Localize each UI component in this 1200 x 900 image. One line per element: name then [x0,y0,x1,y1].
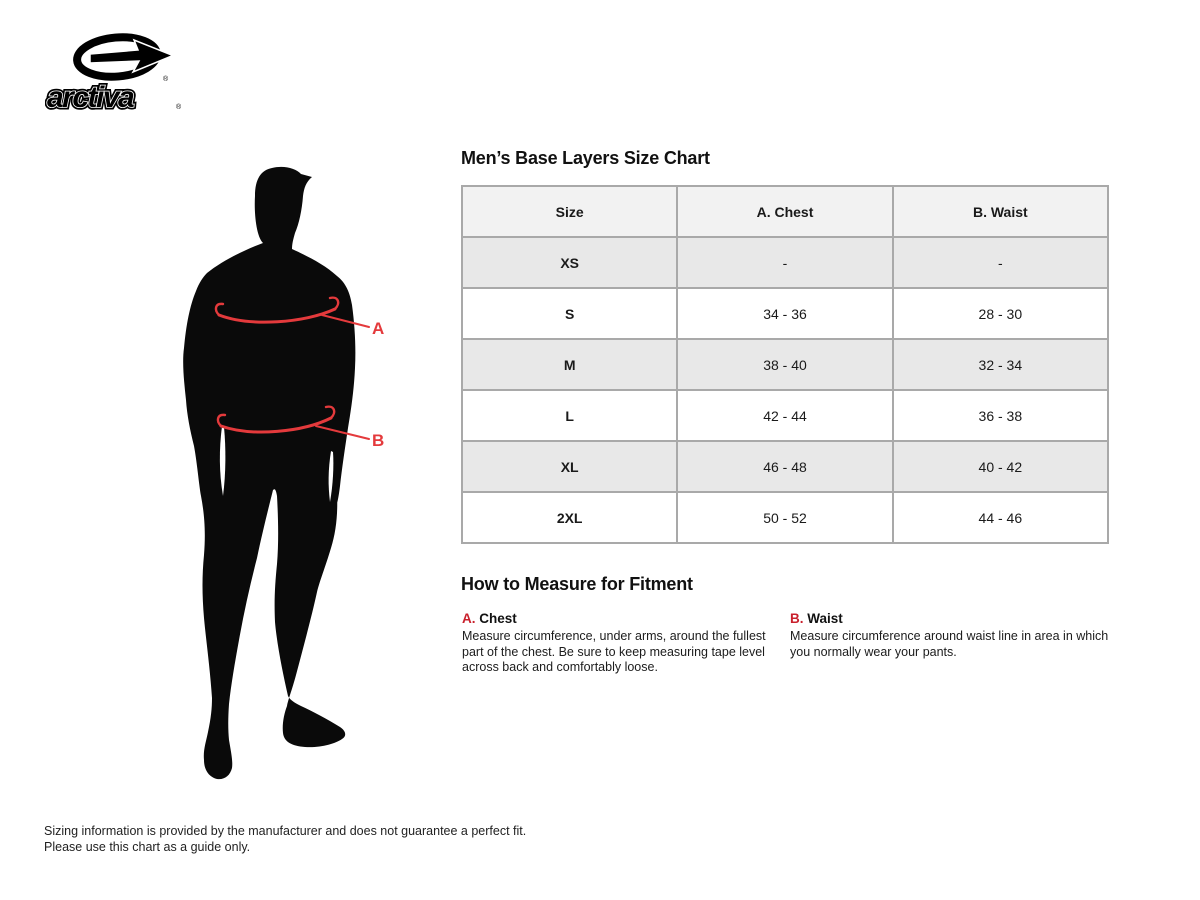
howto-section-title: How to Measure for Fitment [461,574,693,594]
disclaimer: Sizing information is provided by the ma… [44,823,526,855]
disclaimer-line-1: Sizing information is provided by the ma… [44,824,527,838]
measurement-figure: A B [140,150,460,810]
size-cell: XL [460,440,679,493]
chest-cell: 50 - 52 [676,491,894,544]
table-header-row: Size A. Chest B. Waist [460,185,1110,238]
waist-cell: 44 - 46 [891,491,1110,544]
waist-measure-arc [216,405,370,440]
howto-item-heading: B. Waist [790,611,1110,626]
howto-name: Chest [479,611,517,626]
table-row: M 38 - 40 32 - 34 [460,338,1110,391]
howto-description: Measure circumference, under arms, aroun… [462,629,766,674]
registered-mark: ® [176,103,182,111]
table-row: 2XL 50 - 52 44 - 46 [460,491,1110,544]
column-header-size: Size [460,185,679,238]
figure-label-b: B [372,431,384,450]
waist-cell: - [891,236,1110,289]
howto-description: Measure circumference around waist line … [790,629,1109,659]
brand-wordmark-outline: arctiva [47,81,134,114]
size-cell: M [460,338,679,391]
howto-letter: B. [790,611,804,626]
male-silhouette-icon: A B [183,166,384,780]
size-cell: 2XL [460,491,679,544]
disclaimer-line-2: Please use this chart as a guide only. [44,840,251,854]
column-header-chest: A. Chest [676,185,894,238]
table-row: XS - - [460,236,1110,289]
figure-label-a: A [372,319,384,338]
chest-cell: - [676,236,894,289]
table-row: XL 46 - 48 40 - 42 [460,440,1110,493]
howto-letter: A. [462,611,476,626]
howto-item-heading: A. Chest [462,611,770,626]
size-cell: L [460,389,679,442]
waist-cell: 28 - 30 [891,287,1110,340]
registered-mark: ® [163,75,169,83]
howto-name: Waist [807,611,843,626]
size-chart-table: Size A. Chest B. Waist XS - - S 34 - 36 … [460,185,1110,544]
howto-item-chest: A. Chest Measure circumference, under ar… [462,611,770,676]
chest-cell: 46 - 48 [676,440,894,493]
waist-cell: 32 - 34 [891,338,1110,391]
chest-cell: 42 - 44 [676,389,894,442]
chest-cell: 34 - 36 [676,287,894,340]
size-cell: XS [460,236,679,289]
waist-cell: 36 - 38 [891,389,1110,442]
size-cell: S [460,287,679,340]
chest-measure-arc [214,296,370,328]
table-row: L 42 - 44 36 - 38 [460,389,1110,442]
column-header-waist: B. Waist [891,185,1110,238]
chest-cell: 38 - 40 [676,338,894,391]
brand-wordmark: arctiva [47,81,134,114]
arctiva-logo-icon: ® arctiva arctiva ® [45,33,182,117]
brand-logo: ® arctiva arctiva ® [45,33,215,118]
howto-item-waist: B. Waist Measure circumference around wa… [790,611,1110,660]
waist-cell: 40 - 42 [891,440,1110,493]
table-row: S 34 - 36 28 - 30 [460,287,1110,340]
page-title: Men’s Base Layers Size Chart [461,148,710,168]
